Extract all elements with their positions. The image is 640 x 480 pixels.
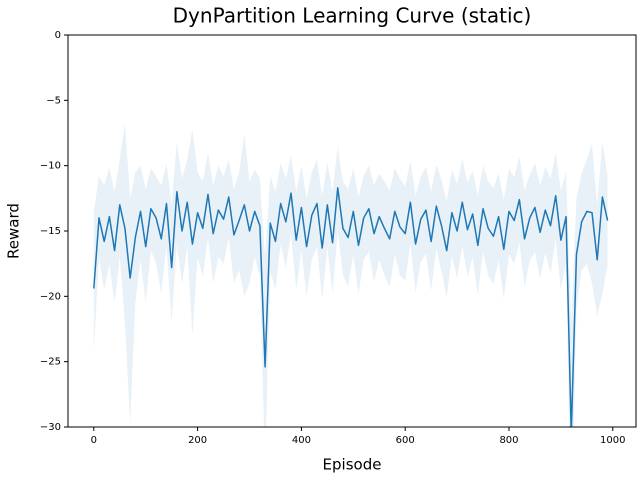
y-tick-label: −30 [40, 422, 61, 433]
x-tick-label: 800 [499, 435, 518, 446]
x-tick-label: 0 [91, 435, 97, 446]
y-axis-label: Reward [5, 203, 23, 259]
y-tick-label: 0 [55, 30, 61, 41]
y-tick-label: −5 [46, 95, 61, 106]
x-tick-label: 200 [188, 435, 207, 446]
y-tick-label: −25 [40, 357, 61, 368]
x-tick-label: 400 [292, 435, 311, 446]
y-tick-label: −20 [40, 291, 61, 302]
data-line [93, 187, 609, 427]
chart-title: DynPartition Learning Curve (static) [173, 4, 532, 28]
x-tick-label: 1000 [600, 435, 625, 446]
y-tick-label: −15 [40, 226, 61, 237]
confidence-band [93, 123, 608, 427]
y-tick-label: −10 [40, 161, 61, 172]
plot-area [93, 123, 609, 427]
x-axis-label: Episode [323, 456, 382, 474]
x-tick-label: 600 [396, 435, 415, 446]
